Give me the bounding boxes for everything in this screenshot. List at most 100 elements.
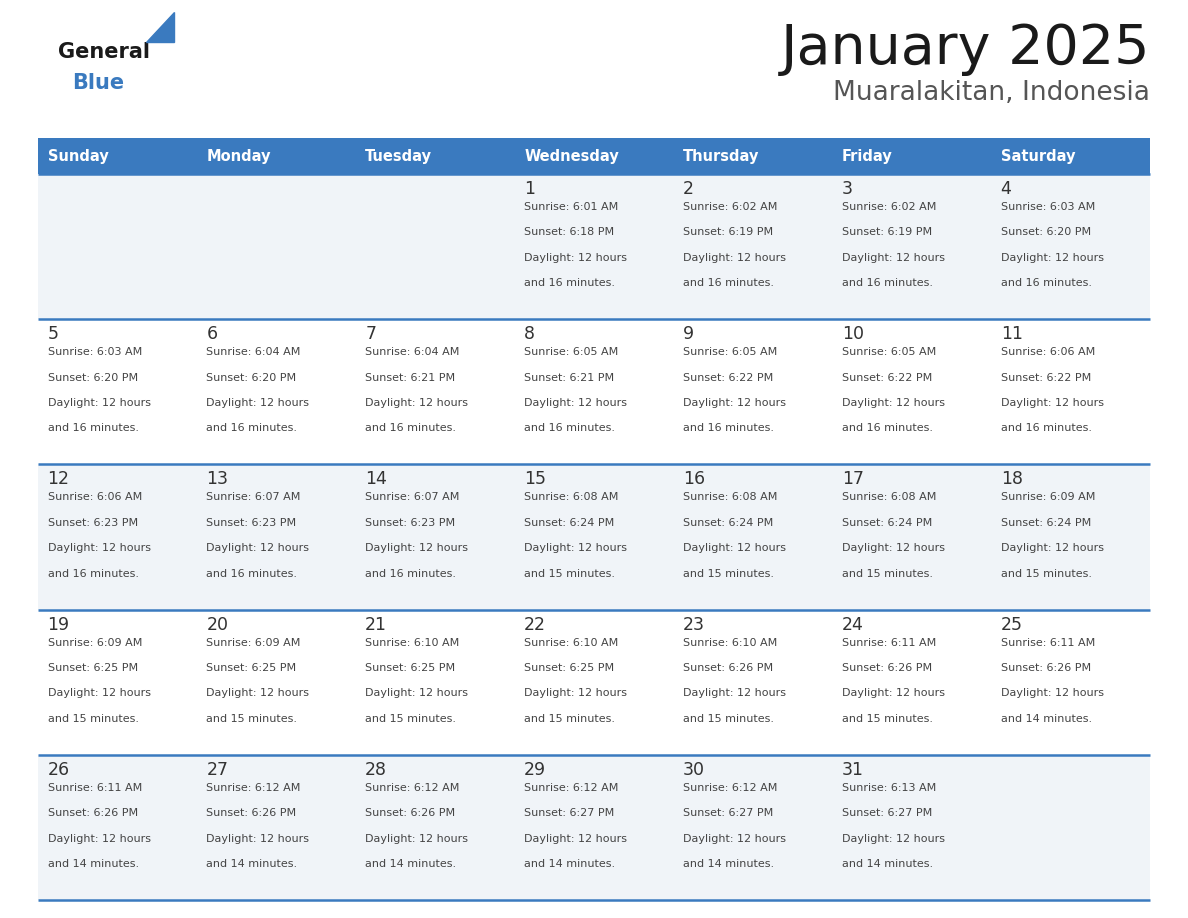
- Text: and 15 minutes.: and 15 minutes.: [365, 714, 456, 723]
- Text: and 14 minutes.: and 14 minutes.: [207, 859, 297, 869]
- Bar: [833, 755, 991, 900]
- Text: Daylight: 12 hours: Daylight: 12 hours: [683, 543, 786, 554]
- Text: 6: 6: [207, 325, 217, 343]
- Text: Sunrise: 6:05 AM: Sunrise: 6:05 AM: [842, 347, 936, 357]
- Text: Sunrise: 6:09 AM: Sunrise: 6:09 AM: [207, 638, 301, 647]
- Bar: [38, 610, 197, 755]
- Text: Daylight: 12 hours: Daylight: 12 hours: [842, 252, 944, 263]
- Text: Daylight: 12 hours: Daylight: 12 hours: [842, 688, 944, 699]
- Text: 12: 12: [48, 470, 70, 488]
- Text: Sunrise: 6:10 AM: Sunrise: 6:10 AM: [365, 638, 460, 647]
- Text: Sunset: 6:27 PM: Sunset: 6:27 PM: [524, 808, 614, 818]
- Text: Daylight: 12 hours: Daylight: 12 hours: [207, 834, 309, 844]
- Bar: [38, 755, 197, 900]
- Bar: [355, 319, 514, 465]
- Text: Sunset: 6:24 PM: Sunset: 6:24 PM: [842, 518, 933, 528]
- Text: Sunrise: 6:11 AM: Sunrise: 6:11 AM: [842, 638, 936, 647]
- Text: 24: 24: [842, 616, 864, 633]
- Text: Sunset: 6:26 PM: Sunset: 6:26 PM: [1000, 663, 1091, 673]
- Text: Daylight: 12 hours: Daylight: 12 hours: [842, 398, 944, 408]
- Text: Daylight: 12 hours: Daylight: 12 hours: [1000, 252, 1104, 263]
- Text: and 15 minutes.: and 15 minutes.: [48, 714, 139, 723]
- Text: Sunset: 6:23 PM: Sunset: 6:23 PM: [48, 518, 138, 528]
- Text: Daylight: 12 hours: Daylight: 12 hours: [683, 834, 786, 844]
- Text: and 15 minutes.: and 15 minutes.: [207, 714, 297, 723]
- Text: Sunset: 6:22 PM: Sunset: 6:22 PM: [683, 373, 773, 383]
- Text: Sunrise: 6:10 AM: Sunrise: 6:10 AM: [683, 638, 777, 647]
- Text: Sunset: 6:19 PM: Sunset: 6:19 PM: [683, 228, 773, 238]
- Text: Sunrise: 6:12 AM: Sunrise: 6:12 AM: [207, 783, 301, 793]
- Bar: [197, 465, 355, 610]
- Bar: [38, 465, 197, 610]
- Bar: [197, 755, 355, 900]
- Text: Sunset: 6:22 PM: Sunset: 6:22 PM: [842, 373, 933, 383]
- Bar: [833, 610, 991, 755]
- Text: Daylight: 12 hours: Daylight: 12 hours: [48, 543, 151, 554]
- Text: 21: 21: [365, 616, 387, 633]
- Text: 14: 14: [365, 470, 387, 488]
- Text: Sunset: 6:23 PM: Sunset: 6:23 PM: [365, 518, 455, 528]
- Text: Sunrise: 6:08 AM: Sunrise: 6:08 AM: [842, 492, 936, 502]
- Text: Tuesday: Tuesday: [365, 149, 432, 163]
- Bar: [991, 174, 1150, 319]
- Text: Sunset: 6:18 PM: Sunset: 6:18 PM: [524, 228, 614, 238]
- Text: Sunset: 6:26 PM: Sunset: 6:26 PM: [842, 663, 931, 673]
- Bar: [38, 319, 197, 465]
- Text: and 15 minutes.: and 15 minutes.: [1000, 568, 1092, 578]
- Text: and 14 minutes.: and 14 minutes.: [1000, 714, 1092, 723]
- Text: 10: 10: [842, 325, 864, 343]
- Text: and 15 minutes.: and 15 minutes.: [683, 714, 773, 723]
- Text: Sunrise: 6:04 AM: Sunrise: 6:04 AM: [207, 347, 301, 357]
- Bar: [991, 319, 1150, 465]
- Text: and 14 minutes.: and 14 minutes.: [524, 859, 615, 869]
- Text: Daylight: 12 hours: Daylight: 12 hours: [524, 834, 627, 844]
- Text: Sunset: 6:26 PM: Sunset: 6:26 PM: [207, 808, 297, 818]
- Polygon shape: [146, 12, 173, 42]
- Text: Daylight: 12 hours: Daylight: 12 hours: [524, 252, 627, 263]
- Text: 4: 4: [1000, 180, 1011, 198]
- Text: Thursday: Thursday: [683, 149, 759, 163]
- Text: Daylight: 12 hours: Daylight: 12 hours: [1000, 688, 1104, 699]
- Text: General: General: [58, 42, 150, 62]
- Text: Daylight: 12 hours: Daylight: 12 hours: [207, 688, 309, 699]
- Text: Daylight: 12 hours: Daylight: 12 hours: [48, 834, 151, 844]
- Text: Daylight: 12 hours: Daylight: 12 hours: [365, 834, 468, 844]
- Bar: [674, 610, 833, 755]
- Text: Sunset: 6:26 PM: Sunset: 6:26 PM: [365, 808, 455, 818]
- Text: Sunset: 6:20 PM: Sunset: 6:20 PM: [1000, 228, 1091, 238]
- Bar: [991, 755, 1150, 900]
- Text: and 14 minutes.: and 14 minutes.: [48, 859, 139, 869]
- Text: and 16 minutes.: and 16 minutes.: [683, 423, 773, 433]
- Bar: [38, 174, 197, 319]
- Text: and 14 minutes.: and 14 minutes.: [365, 859, 456, 869]
- Text: Daylight: 12 hours: Daylight: 12 hours: [48, 398, 151, 408]
- Text: and 14 minutes.: and 14 minutes.: [842, 859, 933, 869]
- Bar: [991, 138, 1150, 174]
- Text: Sunset: 6:27 PM: Sunset: 6:27 PM: [683, 808, 773, 818]
- Text: and 16 minutes.: and 16 minutes.: [48, 568, 139, 578]
- Bar: [833, 465, 991, 610]
- Text: 25: 25: [1000, 616, 1023, 633]
- Text: and 16 minutes.: and 16 minutes.: [683, 278, 773, 288]
- Text: Daylight: 12 hours: Daylight: 12 hours: [683, 252, 786, 263]
- Bar: [674, 465, 833, 610]
- Text: Sunrise: 6:01 AM: Sunrise: 6:01 AM: [524, 202, 618, 212]
- Text: Sunrise: 6:12 AM: Sunrise: 6:12 AM: [524, 783, 619, 793]
- Bar: [833, 138, 991, 174]
- Text: 8: 8: [524, 325, 535, 343]
- Text: and 16 minutes.: and 16 minutes.: [48, 423, 139, 433]
- Text: Sunset: 6:25 PM: Sunset: 6:25 PM: [524, 663, 614, 673]
- Text: Daylight: 12 hours: Daylight: 12 hours: [524, 688, 627, 699]
- Text: Daylight: 12 hours: Daylight: 12 hours: [48, 688, 151, 699]
- Text: 17: 17: [842, 470, 864, 488]
- Text: Sunday: Sunday: [48, 149, 108, 163]
- Text: 28: 28: [365, 761, 387, 778]
- Text: January 2025: January 2025: [781, 22, 1150, 76]
- Text: 26: 26: [48, 761, 70, 778]
- Text: 23: 23: [683, 616, 704, 633]
- Text: Sunset: 6:24 PM: Sunset: 6:24 PM: [1000, 518, 1091, 528]
- Text: 30: 30: [683, 761, 704, 778]
- Text: and 16 minutes.: and 16 minutes.: [365, 423, 456, 433]
- Text: Daylight: 12 hours: Daylight: 12 hours: [365, 543, 468, 554]
- Text: Sunrise: 6:13 AM: Sunrise: 6:13 AM: [842, 783, 936, 793]
